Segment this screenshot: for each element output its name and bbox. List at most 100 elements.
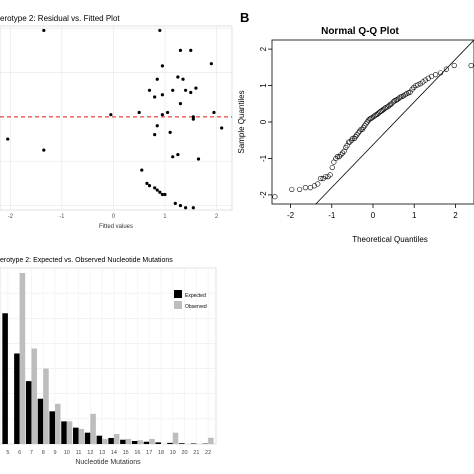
residual-point [189, 48, 193, 52]
legend-label-observed: Observed [185, 304, 207, 310]
panel-b-label: B [240, 10, 249, 25]
bar-x-tick-label: 10 [64, 450, 70, 456]
residual-x-tick-label: -2 [8, 214, 14, 220]
residual-x-tick-label: 0 [112, 214, 116, 220]
qq-y-label: Sample Quantiles [237, 90, 246, 153]
bar-x-tick-label: 20 [181, 450, 187, 456]
bar-expected [49, 411, 55, 444]
qq-point [350, 135, 356, 141]
qq-point [396, 95, 402, 101]
residual-point [109, 113, 113, 117]
residual-point [178, 48, 183, 52]
residual-points [6, 28, 224, 210]
qq-x-tick-label: 1 [412, 211, 417, 220]
qq-plot-title: Normal Q-Q Plot [321, 26, 399, 37]
bar-x-tick-label: 19 [170, 450, 176, 456]
qq-y-tick-label: 0 [259, 119, 268, 124]
qq-point [422, 77, 428, 83]
bar-observed [125, 438, 132, 444]
bar-observed [137, 440, 143, 444]
residual-point [189, 90, 193, 95]
bar-x-tick-label: 21 [193, 450, 199, 456]
bar-observed [66, 421, 73, 444]
residual-point [42, 28, 46, 33]
residual-grid [0, 26, 232, 210]
bar-expected [167, 442, 173, 444]
residual-point [42, 148, 46, 152]
qq-point [393, 97, 399, 103]
residual-point [160, 113, 164, 117]
panel-qq-plot: B Normal Q-Q Plot -2 -1 0 1 2 -2 -1 0 1 2 Theore… [237, 10, 474, 244]
residual-point [191, 206, 195, 210]
legend-swatch-observed [174, 301, 182, 309]
bar-expected [37, 398, 44, 444]
qq-point [468, 62, 474, 69]
residual-point [178, 101, 183, 106]
bar-expected [2, 313, 8, 444]
bar-observed [172, 432, 179, 444]
residual-point [147, 88, 152, 92]
bar-x-tick-label: 6 [18, 450, 21, 456]
qq-x-tick-label: 2 [453, 211, 458, 220]
bar-expected [120, 439, 126, 444]
bars [2, 273, 214, 444]
residual-point [178, 203, 183, 208]
qq-point [338, 152, 344, 158]
bar-expected [96, 435, 103, 444]
residual-x-tick-label: 2 [215, 214, 219, 220]
qq-x-tick-label: 0 [371, 211, 376, 220]
residual-point [168, 130, 172, 135]
qq-point [409, 86, 415, 92]
bar-expected [84, 432, 91, 444]
bar-legend: Expected Observed [174, 290, 207, 310]
bar-expected [131, 440, 138, 444]
residual-plot-title: erotype 2: Residual vs. Fitted Plot [0, 14, 120, 23]
bar-observed [208, 437, 214, 444]
residual-point [155, 124, 159, 128]
residual-point [181, 77, 185, 81]
bar-expected [143, 441, 150, 444]
residual-point [145, 181, 149, 185]
qq-point [388, 101, 395, 107]
bar-observed [113, 433, 120, 444]
bar-observed [78, 428, 85, 444]
bar-expected [14, 353, 20, 444]
qq-point [311, 183, 318, 189]
qq-point [415, 82, 421, 88]
bar-x-tick-label: 14 [111, 450, 117, 456]
qq-point [390, 99, 396, 105]
residual-x-tick-label: 1 [163, 214, 167, 220]
residual-point [160, 192, 164, 197]
qq-point [346, 139, 352, 145]
qq-point [322, 174, 329, 180]
qq-point [297, 186, 303, 193]
qq-x-ticks: -2 -1 0 1 2 [287, 204, 458, 220]
qq-point [443, 66, 449, 72]
bar-expected [108, 437, 114, 444]
residual-x-tick-label: -1 [59, 214, 65, 220]
residual-point [155, 188, 159, 192]
bar-x-tick-label: 8 [42, 450, 45, 456]
residual-point [184, 206, 188, 210]
residual-point [171, 88, 175, 92]
bar-expected [61, 421, 67, 444]
qq-point [438, 70, 444, 76]
residual-point [176, 152, 180, 157]
qq-y-tick-label: 1 [259, 83, 268, 88]
qq-x-tick-label: -2 [287, 211, 295, 220]
residual-point [165, 110, 170, 115]
residual-point [191, 117, 195, 121]
bar-observed [31, 348, 37, 444]
qq-y-tick-label: -2 [259, 191, 268, 199]
bar-expected [179, 443, 185, 444]
bar-chart-title: erotype 2: Expected vs. Observed Nucleot… [0, 257, 173, 264]
bar-x-tick-label: 17 [146, 450, 152, 456]
qq-point [315, 181, 321, 187]
qq-point [368, 115, 374, 121]
qq-y-tick-label: 2 [259, 46, 268, 51]
qq-y-ticks: -2 -1 0 1 2 [259, 46, 272, 198]
residual-point [191, 115, 195, 119]
bar-x-tick-label: 7 [30, 450, 33, 456]
bar-x-ticks: 5 6 7 8 9 10 11 12 13 14 15 16 17 18 19 20 21 22 [6, 450, 211, 456]
